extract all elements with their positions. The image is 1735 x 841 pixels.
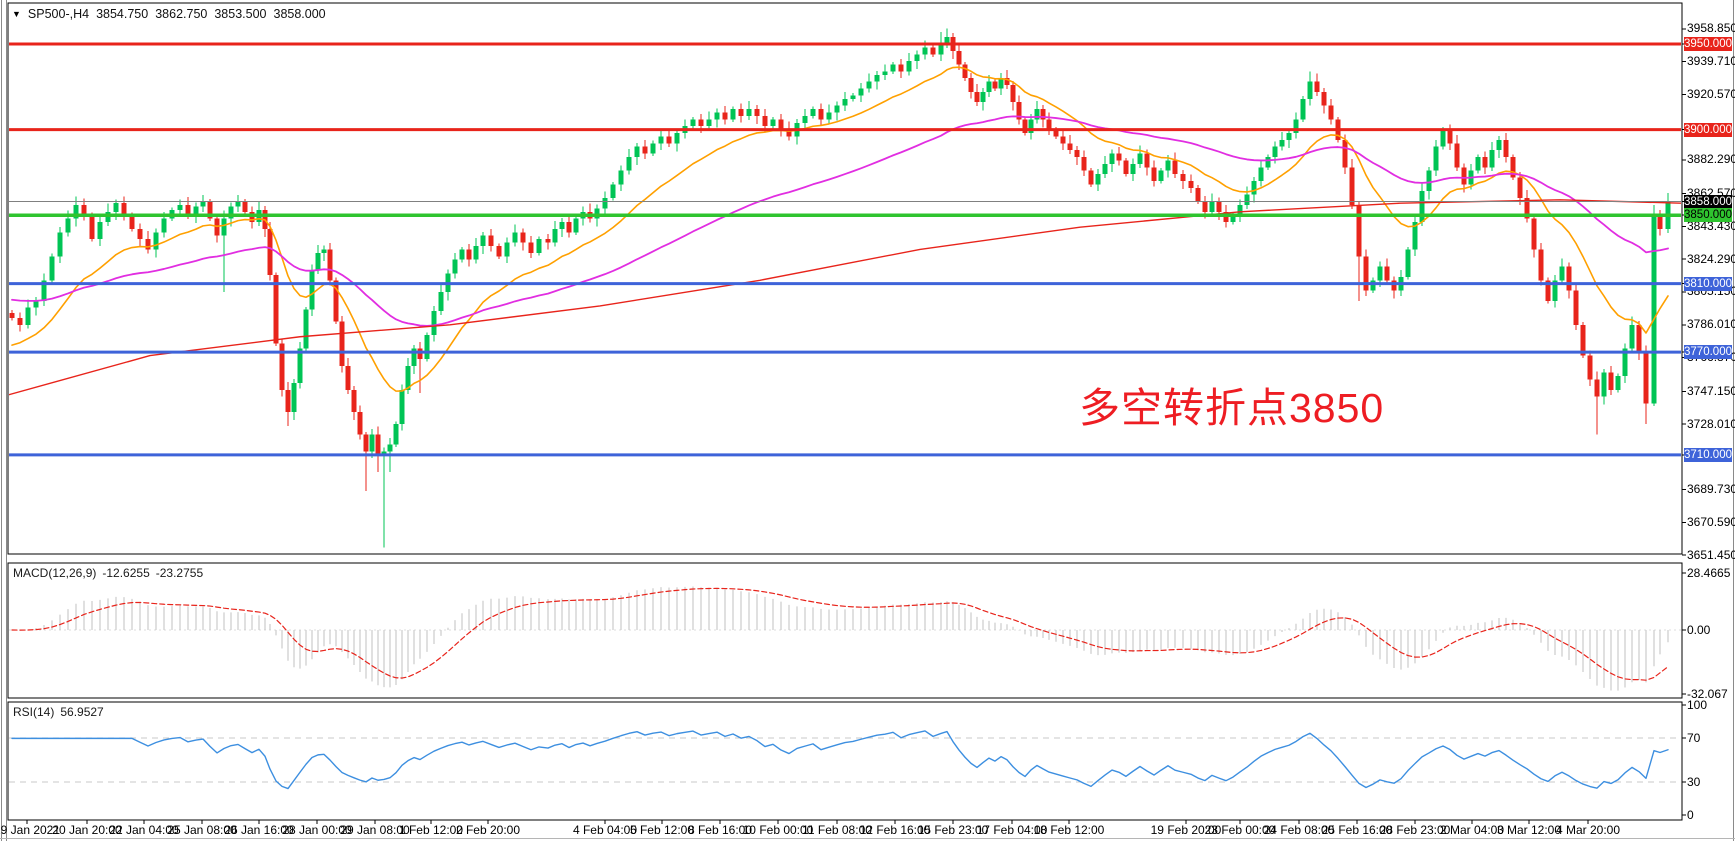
rsi-axis-label: 70	[1687, 730, 1701, 745]
macd-main-value: -12.6255	[102, 566, 150, 580]
date-label: 28 Feb 23:00	[1379, 823, 1451, 837]
rsi-value: 56.9527	[60, 705, 104, 719]
price-level-badge: 3858.000	[1684, 194, 1732, 209]
price-level-badge: 3950.000	[1684, 37, 1732, 51]
price-tick-label: 3958.850	[1687, 21, 1735, 36]
date-label: 8 Feb 16:00	[687, 823, 753, 837]
price-level-badge: 3850.000	[1684, 208, 1732, 223]
annotation-text: 多空转折点3850	[1079, 385, 1385, 431]
price-tick-label: 3824.290	[1687, 251, 1735, 266]
date-label: 1 Feb 12:00	[398, 823, 464, 837]
rsi-panel-title: RSI(14) 56.9527	[13, 705, 104, 719]
date-label: 19 Feb 20:00	[1150, 823, 1222, 837]
date-label: 12 Feb 16:00	[859, 823, 931, 837]
date-label: 10 Feb 00:00	[742, 823, 814, 837]
ohlc-high: 3862.750	[155, 7, 208, 21]
date-label: 19 Jan 2021	[0, 823, 61, 837]
symbol-dropdown-icon[interactable]: ▼	[12, 9, 21, 19]
price-tick-label: 3920.570	[1687, 86, 1735, 101]
price-tick-label: 3670.590	[1687, 514, 1735, 529]
date-label: 5 Feb 12:00	[629, 823, 695, 837]
macd-axis-label: 0.00	[1687, 622, 1711, 637]
rsi-axis-label: 100	[1687, 697, 1708, 712]
price-tick-label: 3728.010	[1687, 416, 1735, 431]
date-label: 4 Mar 20:00	[1555, 823, 1621, 837]
price-tick-label: 3747.150	[1687, 383, 1735, 398]
date-label: 4 Feb 04:00	[572, 823, 638, 837]
ohlc-open: 3854.750	[96, 7, 149, 21]
price-tick-label: 3882.290	[1687, 152, 1735, 167]
price-level-badge: 3900.000	[1684, 122, 1732, 137]
date-label: 20 Jan 20:00	[52, 823, 122, 837]
price-tick-label: 3651.450	[1687, 547, 1735, 562]
rsi-axis-label: 0	[1687, 807, 1694, 822]
date-label: 26 Jan 16:00	[224, 823, 294, 837]
price-tick-label: 3689.730	[1687, 482, 1735, 497]
date-label: 17 Feb 04:00	[976, 823, 1048, 837]
date-label: 2 Feb 20:00	[455, 823, 521, 837]
date-label: 3 Mar 12:00	[1496, 823, 1562, 837]
date-label: 24 Feb 08:00	[1263, 823, 1335, 837]
price-level-badge: 3770.000	[1684, 345, 1732, 360]
ohlc-close: 3858.000	[273, 7, 326, 21]
ohlc-low: 3853.500	[214, 7, 267, 21]
macd-label: MACD(12,26,9)	[13, 566, 97, 580]
date-label: 29 Jan 08:00	[340, 823, 410, 837]
price-tick-label: 3939.710	[1687, 54, 1735, 69]
date-label: 23 Feb 00:00	[1204, 823, 1276, 837]
macd-axis-label: -32.067	[1687, 686, 1728, 701]
date-label: 22 Jan 04:00	[109, 823, 179, 837]
price-tick-label: 3786.010	[1687, 317, 1735, 332]
rsi-label: RSI(14)	[13, 705, 55, 719]
rsi-axis-label: 30	[1687, 774, 1701, 789]
date-label: 2 Mar 04:00	[1439, 823, 1505, 837]
date-label: 25 Jan 08:00	[167, 823, 237, 837]
date-label: 28 Jan 00:00	[282, 823, 352, 837]
symbol-title: SP500-,H4	[27, 7, 90, 21]
price-level-badge: 3710.000	[1684, 447, 1732, 462]
chart-title-bar: ▼ SP500-,H4 3854.750 3862.750 3853.500 3…	[12, 7, 326, 21]
price-tick-label: 3843.430	[1687, 218, 1735, 233]
date-label: 25 Feb 16:00	[1321, 823, 1393, 837]
date-label: 15 Feb 23:00	[917, 823, 989, 837]
macd-axis-label: 28.4665	[1687, 565, 1731, 580]
date-label: 18 Feb 12:00	[1033, 823, 1105, 837]
macd-signal-value: -23.2755	[155, 566, 204, 580]
date-label: 11 Feb 08:00	[802, 823, 872, 837]
price-level-badge: 3810.000	[1684, 276, 1732, 291]
macd-panel-title: MACD(12,26,9) -12.6255 -23.2755	[13, 566, 203, 580]
